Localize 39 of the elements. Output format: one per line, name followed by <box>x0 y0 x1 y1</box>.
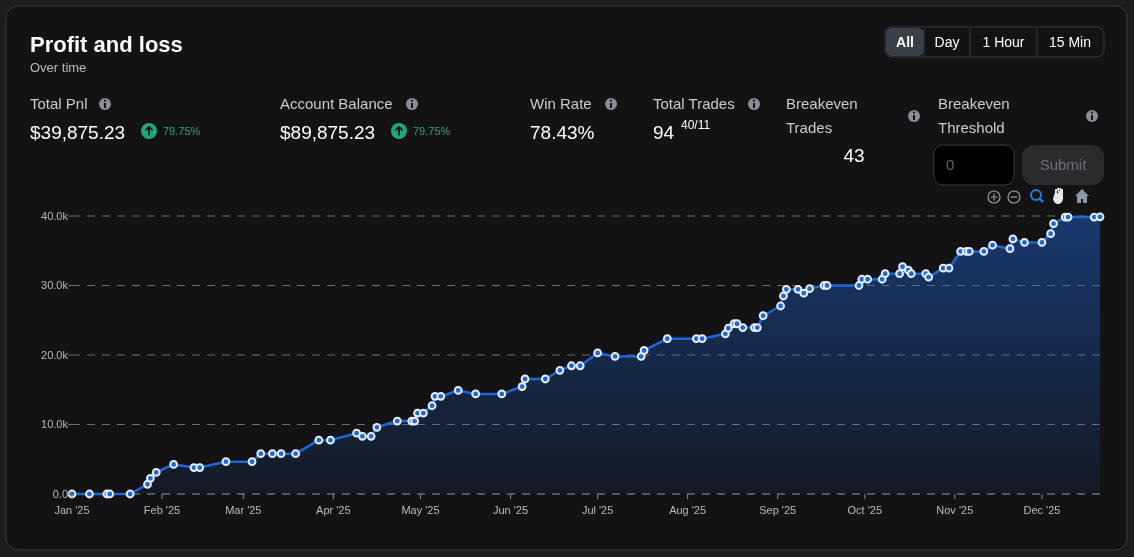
y-tick-label: 10.0k <box>41 418 69 431</box>
text: 15 Min <box>1048 34 1092 50</box>
x-tick-label: Jul '25 <box>581 504 614 516</box>
text: 1 Hour <box>982 34 1025 50</box>
text: Breakeven Trades <box>786 94 859 138</box>
text: All <box>896 34 914 50</box>
text: Total Trades <box>653 95 735 112</box>
text: 78.43% <box>530 122 595 143</box>
text: Account Balance <box>280 95 393 112</box>
text: 94 <box>653 122 675 143</box>
y-tick-label: 40.0k <box>41 209 69 222</box>
text: $39,875.23 <box>30 122 126 143</box>
x-tick-label: Mar '25 <box>225 504 262 516</box>
text: 40/11 <box>681 118 711 132</box>
text: Day <box>934 34 960 50</box>
text: Total Pnl <box>30 95 88 112</box>
x-tick-label: Aug '25 <box>669 504 707 516</box>
chart-title: Profit and loss <box>30 32 183 57</box>
x-tick-label: Jun '25 <box>492 504 529 516</box>
text: Breakeven Threshold <box>938 94 1011 138</box>
y-tick-label: 0.0 <box>52 487 68 500</box>
text: Submit <box>1039 156 1088 173</box>
x-tick-label: Oct '25 <box>847 504 883 516</box>
text: 79.75% <box>413 125 451 137</box>
x-tick-label: Dec '25 <box>1023 504 1061 516</box>
x-tick-label: May '25 <box>401 504 440 516</box>
y-tick-label: 20.0k <box>41 348 69 361</box>
x-tick-label: Sep '25 <box>759 504 797 516</box>
text: 43 <box>843 145 865 166</box>
x-tick-label: Apr '25 <box>316 504 351 516</box>
text: Win Rate <box>530 95 592 112</box>
text: $89,875.23 <box>280 122 376 143</box>
x-tick-label: Nov '25 <box>936 504 974 516</box>
text: 0 <box>946 156 955 173</box>
text: 79.75% <box>163 125 201 137</box>
y-tick-label: 30.0k <box>41 279 69 292</box>
chart-subtitle: Over time <box>30 60 87 75</box>
x-tick-label: Jan '25 <box>54 504 90 516</box>
x-tick-label: Feb '25 <box>143 504 181 516</box>
